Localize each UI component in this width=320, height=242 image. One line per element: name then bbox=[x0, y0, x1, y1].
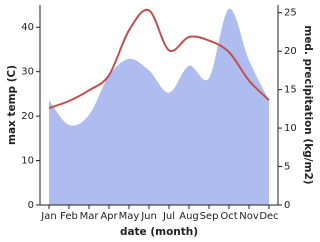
y-tick-label: 0 bbox=[28, 200, 34, 211]
y2-tick-label: 20 bbox=[284, 46, 297, 57]
y-axis-label: max temp (C) bbox=[6, 65, 18, 145]
x-tick-label: Jun bbox=[140, 211, 157, 222]
x-tick-label: Feb bbox=[60, 211, 78, 222]
x-tick-label: May bbox=[119, 211, 140, 222]
x-tick-label: Oct bbox=[220, 211, 237, 222]
y2-tick-label: 25 bbox=[284, 8, 297, 19]
x-tick-label: Jan bbox=[40, 211, 56, 222]
x-tick-label: Nov bbox=[239, 211, 259, 222]
x-tick-label: Apr bbox=[100, 211, 118, 222]
x-tick-label: Aug bbox=[179, 211, 199, 222]
y2-tick-label: 5 bbox=[284, 162, 290, 173]
y2-tick-label: 10 bbox=[284, 123, 297, 134]
y-tick-label: 10 bbox=[21, 156, 34, 167]
precipitation-area bbox=[49, 8, 269, 206]
y2-axis-label: med. precipitation (kg/m2) bbox=[302, 25, 314, 184]
x-tick-label: Sep bbox=[200, 211, 219, 222]
x-axis-label: date (month) bbox=[120, 226, 198, 238]
x-tick-label: Dec bbox=[259, 211, 278, 222]
y2-tick-label: 0 bbox=[284, 200, 290, 211]
x-tick-label: Jul bbox=[162, 211, 175, 222]
y-tick-label: 40 bbox=[21, 22, 34, 33]
y2-tick-label: 15 bbox=[284, 85, 297, 96]
temperature-line bbox=[48, 8, 270, 110]
y-tick-label: 20 bbox=[21, 111, 34, 122]
y-tick-label: 30 bbox=[21, 67, 34, 78]
x-tick-label: Mar bbox=[80, 211, 100, 222]
